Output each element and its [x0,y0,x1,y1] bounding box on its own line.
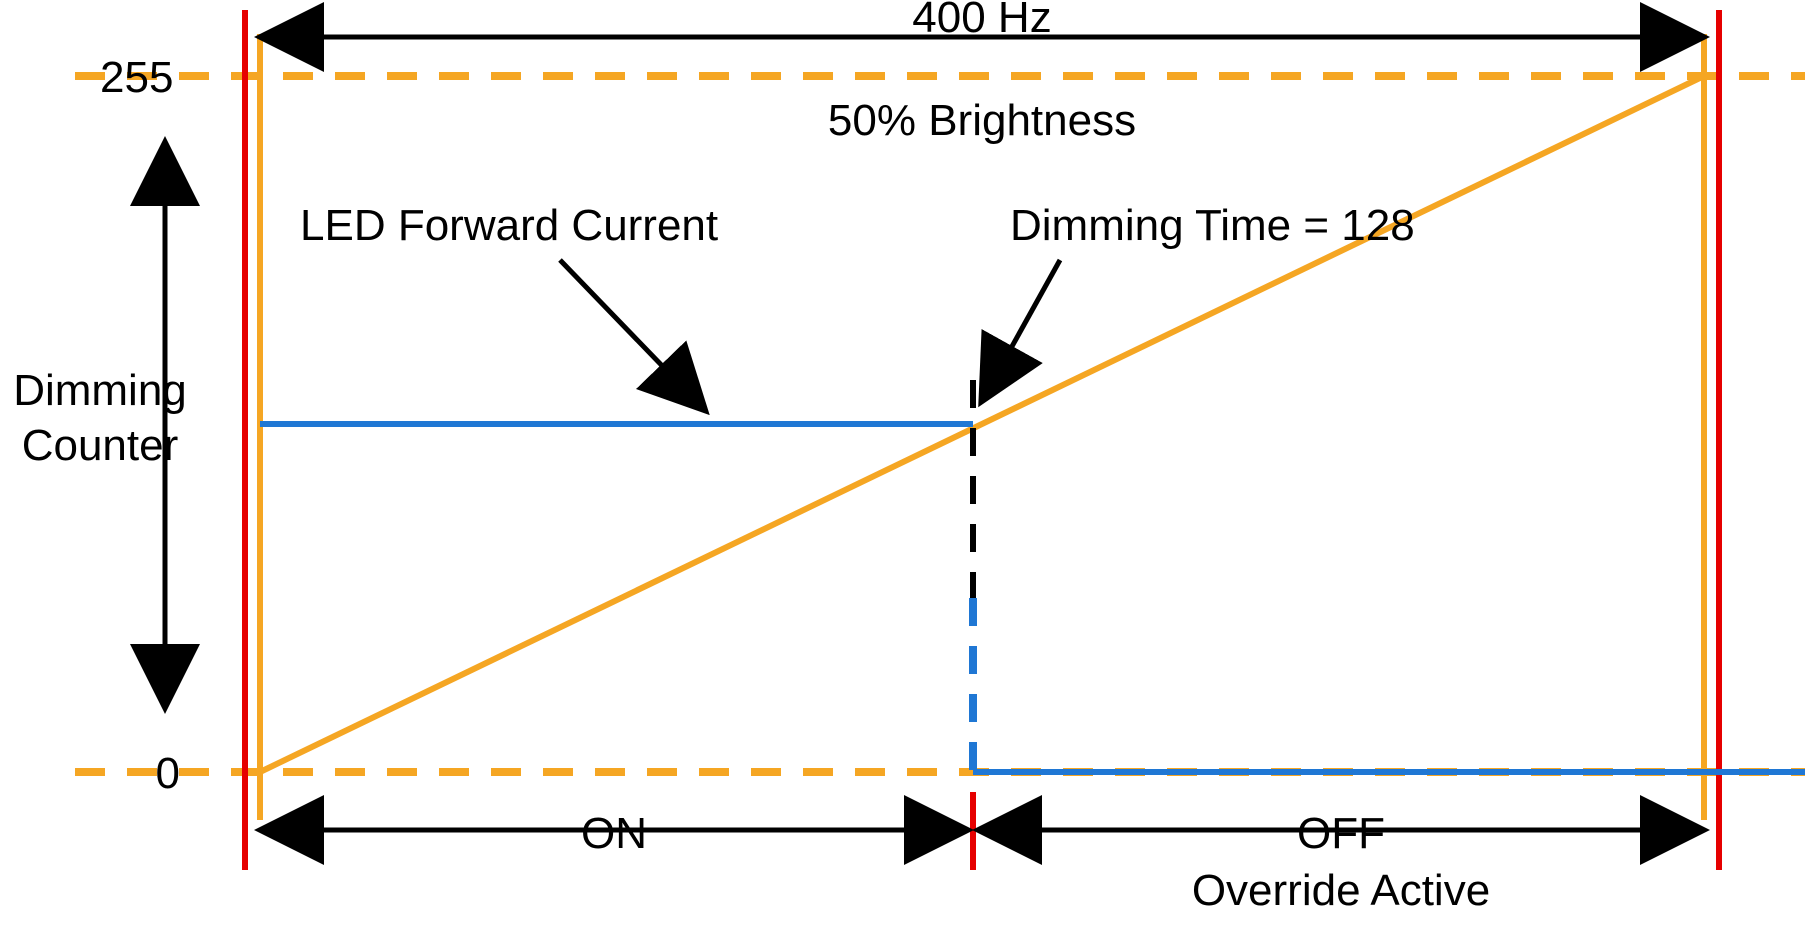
override-label: Override Active [1192,866,1490,915]
on-label: ON [581,809,647,858]
dim-time-label: Dimming Time = 128 [1010,201,1415,250]
led-current-callout-arrow [560,260,700,405]
led-current-label: LED Forward Current [300,201,718,250]
y-min-label: 0 [156,749,180,798]
pwm-dimming-diagram: 255 0 Dimming Counter 400 Hz 50% Brightn… [0,0,1805,952]
dim-time-callout-arrow [985,260,1060,395]
freq-label: 400 Hz [912,0,1051,42]
off-label: OFF [1297,809,1385,858]
brightness-label: 50% Brightness [828,96,1136,145]
y-axis-label-2: Counter [22,421,179,470]
y-axis-label-1: Dimming [13,366,187,415]
y-max-label: 255 [100,53,173,102]
